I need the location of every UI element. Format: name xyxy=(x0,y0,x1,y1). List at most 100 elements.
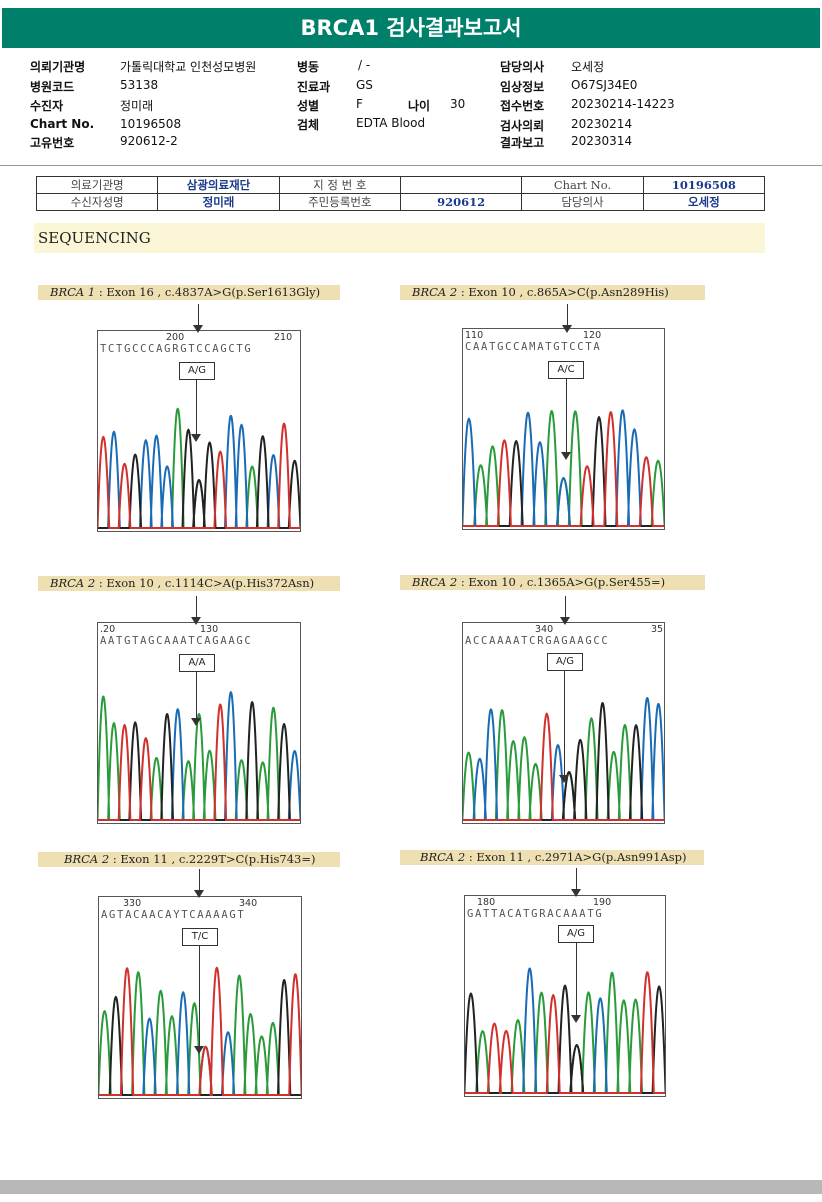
trace-plot xyxy=(465,967,665,1094)
trace-A xyxy=(463,709,664,821)
base-sequence: AATGTAGCAAATCAGAAGC xyxy=(100,635,253,647)
genotype-call: A/G xyxy=(558,925,594,943)
variant-text: : Exon 11 , c.2971A>G(p.Asn991Asp) xyxy=(465,850,687,864)
down-arrow-icon xyxy=(562,325,572,333)
variant-label: BRCA 2 : Exon 11 , c.2971A>G(p.Asn991Asp… xyxy=(400,850,704,865)
trace-plot xyxy=(463,697,664,821)
genotype-call: A/G xyxy=(179,362,215,380)
variant-text: : Exon 10 , c.1365A>G(p.Ser455=) xyxy=(457,575,666,589)
down-arrow-icon xyxy=(194,1046,204,1054)
chromatogram: 200 210 TCTGCCCAGRGTCCAGCTG xyxy=(97,330,301,532)
trace-plot xyxy=(98,407,300,529)
trace-C xyxy=(463,409,664,527)
arrow-line xyxy=(196,596,197,618)
position-label: 340 xyxy=(535,624,554,635)
gene-name: BRCA 2 xyxy=(420,850,466,864)
down-arrow-icon xyxy=(194,890,204,898)
arrow-line xyxy=(199,869,200,891)
chromatogram: 110 120 CAATGCCAMATGTCCTA xyxy=(462,328,665,530)
table-cell: 10196508 xyxy=(642,176,766,194)
doctor-label: 담당의사 xyxy=(500,60,545,74)
position-label: 180 xyxy=(477,897,496,908)
table-cell: Chart No. xyxy=(521,176,644,194)
trace-T xyxy=(98,422,300,529)
footer-band xyxy=(0,1180,822,1194)
down-arrow-icon xyxy=(560,617,570,625)
position-label: .20 xyxy=(100,624,116,635)
unique-value: 920612-2 xyxy=(120,134,178,148)
hospital-code-label: 병원코드 xyxy=(30,80,75,94)
trace-C xyxy=(465,967,665,1094)
specimen-label: 검체 xyxy=(297,118,320,132)
arrow-line xyxy=(566,378,567,453)
arrow-line xyxy=(565,596,566,618)
table-cell: 담당의사 xyxy=(521,193,644,211)
arrow-line xyxy=(576,868,577,890)
request-label: 검사의뢰 xyxy=(500,119,545,133)
result-label: 결과보고 xyxy=(500,136,545,150)
base-sequence: ACCAAAATCRGAGAAGCC xyxy=(465,635,610,647)
result-value: 20230314 xyxy=(571,134,633,148)
institution-value: 가톨릭대학교 인천성모병원 xyxy=(120,60,257,74)
sequencing-band xyxy=(34,223,765,253)
variant-label: BRCA 2 : Exon 10 , c.865A>C(p.Asn289His) xyxy=(400,285,705,300)
down-arrow-icon xyxy=(571,889,581,897)
variant-label: BRCA 1 : Exon 16 , c.4837A>G(p.Ser1613Gl… xyxy=(38,285,340,300)
down-arrow-icon xyxy=(191,718,201,726)
ward-value: / - xyxy=(358,58,371,72)
down-arrow-icon xyxy=(191,434,201,442)
genotype-call: A/G xyxy=(547,653,583,671)
hospital-code-value: 53138 xyxy=(120,78,159,92)
position-label: 110 xyxy=(465,330,484,341)
position-label: 120 xyxy=(583,330,602,341)
trace-T xyxy=(463,411,664,527)
genotype-call: A/C xyxy=(548,361,584,379)
trace-A xyxy=(99,971,301,1096)
down-arrow-icon xyxy=(193,325,203,333)
trace-A xyxy=(98,407,300,529)
base-sequence: CAATGCCAMATGTCCTA xyxy=(465,341,602,353)
sex-label: 성별 xyxy=(297,99,320,113)
trace-plot xyxy=(98,691,300,821)
variant-label: BRCA 2 : Exon 11 , c.2229T>C(p.His743=) xyxy=(38,852,340,867)
patient-label: 수진자 xyxy=(30,99,64,113)
trace-plot xyxy=(99,967,301,1096)
trace-A xyxy=(463,410,664,527)
table-cell xyxy=(399,176,523,194)
table-cell: 정미래 xyxy=(157,193,280,211)
chromatogram: 330 340 AGTACAACAYTCAAAAGT xyxy=(98,896,302,1099)
table-cell: 오세정 xyxy=(642,193,766,211)
position-label: 130 xyxy=(200,624,219,635)
trace-T xyxy=(98,703,300,821)
chart-label: Chart No. xyxy=(30,117,95,131)
position-label: 190 xyxy=(593,897,612,908)
section-title: SEQUENCING xyxy=(38,229,151,247)
position-label: 200 xyxy=(166,332,185,343)
genotype-call: A/A xyxy=(179,654,215,672)
table-row: 수신자성명 정미래 주민등록번호 920612 담당의사 오세정 xyxy=(35,193,766,211)
variant-label: BRCA 2 : Exon 10 , c.1365A>G(p.Ser455=) xyxy=(400,575,705,590)
clinical-value: O67SJ34E0 xyxy=(571,78,638,92)
receipt-value: 20230214-14223 xyxy=(571,97,675,111)
variant-text: : Exon 16 , c.4837A>G(p.Ser1613Gly) xyxy=(95,285,321,299)
chart-value: 10196508 xyxy=(120,117,182,131)
dept-value: GS xyxy=(356,78,373,92)
doctor-value: 오세정 xyxy=(571,60,605,74)
table-row: 의료기관명 삼광의료재단 지 정 번 호 Chart No. 10196508 xyxy=(35,176,766,194)
position-label: 340 xyxy=(239,898,258,909)
arrow-line xyxy=(199,945,200,1047)
trace-T xyxy=(465,971,665,1094)
down-arrow-icon xyxy=(559,775,569,783)
trace-G xyxy=(463,701,664,821)
down-arrow-icon xyxy=(561,452,571,460)
arrow-line xyxy=(196,671,197,719)
table-cell: 지 정 번 호 xyxy=(278,176,401,194)
unique-label: 고유번호 xyxy=(30,136,75,150)
receipt-label: 접수번호 xyxy=(500,99,545,113)
trace-G xyxy=(463,416,664,527)
header-divider xyxy=(0,165,822,166)
age-value: 30 xyxy=(450,97,466,111)
gene-name: BRCA 2 xyxy=(50,576,96,590)
trace-G xyxy=(465,984,665,1094)
age-label: 나이 xyxy=(408,99,431,113)
